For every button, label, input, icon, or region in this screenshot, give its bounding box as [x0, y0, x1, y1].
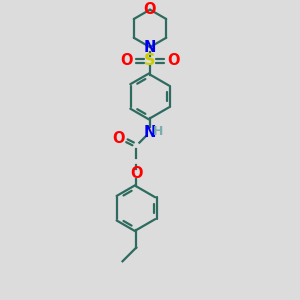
Text: O: O: [120, 53, 133, 68]
Text: O: O: [130, 167, 142, 182]
Text: H: H: [153, 125, 163, 138]
Text: O: O: [167, 53, 180, 68]
Text: O: O: [112, 131, 124, 146]
Text: S: S: [144, 53, 156, 68]
Text: O: O: [144, 2, 156, 17]
Text: N: N: [143, 124, 156, 140]
Text: N: N: [144, 40, 156, 55]
